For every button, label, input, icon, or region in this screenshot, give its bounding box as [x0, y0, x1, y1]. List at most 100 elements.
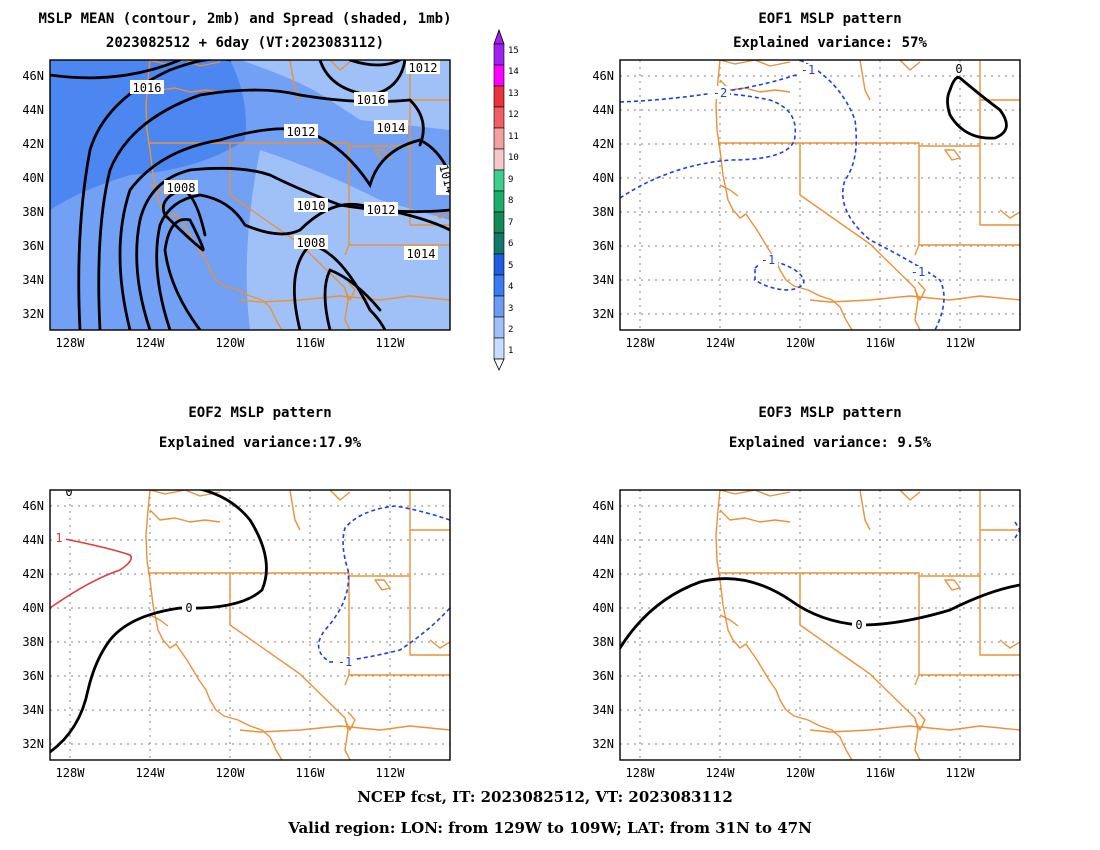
lat-label: 34N: [22, 703, 44, 717]
colorbar-swatch: [493, 43, 505, 66]
eof2-contour-labels: 0 1 -1 0: [52, 485, 354, 669]
mean-contour-labels: 1016 1012 1016 1014 1012 1008 1010 1012 …: [130, 60, 450, 261]
eof1-title-line2: Explained variance: 57%: [733, 35, 927, 51]
colorbar-label: 5: [508, 261, 513, 271]
colorbar-swatch: [493, 232, 505, 255]
contour-label: -1: [801, 63, 815, 77]
eof2-title-line2: Explained variance:17.9%: [159, 435, 362, 451]
colorbar-label: 4: [508, 282, 513, 292]
lat-label: 34N: [592, 703, 614, 717]
contour-label: 1010: [297, 199, 326, 213]
lat-label: 42N: [22, 567, 44, 581]
lat-label: 34N: [592, 273, 614, 287]
colorbar-swatch: [493, 190, 505, 213]
eof1-title-line1: EOF1 MSLP pattern: [758, 11, 901, 27]
contour-label: 1012: [367, 203, 396, 217]
colorbar-label: 11: [508, 132, 519, 142]
mean-title-line1: MSLP MEAN (contour, 2mb) and Spread (sha…: [38, 11, 451, 27]
lat-label: 36N: [22, 669, 44, 683]
panel-eof2: EOF2 MSLP pattern Explained variance:17.…: [22, 405, 451, 780]
lat-label: 40N: [22, 601, 44, 615]
colorbar-swatch: [493, 148, 505, 171]
eof1-lon-labels: 128W 124W 120W 116W 112W: [626, 336, 976, 350]
colorbar-swatch: [493, 106, 505, 129]
lat-label: 32N: [22, 307, 44, 321]
eof2-lon-labels: 128W 124W 120W 116W 112W: [56, 766, 406, 780]
eof3-lat-labels: 46N 44N 42N 40N 38N 36N 34N 32N: [592, 499, 614, 751]
colorbar-swatch: [493, 295, 505, 318]
contour-label: 1008: [297, 236, 326, 250]
lon-label: 112W: [376, 336, 406, 350]
lon-label: 124W: [706, 336, 736, 350]
colorbar-label: 7: [508, 218, 513, 228]
lat-label: 44N: [592, 533, 614, 547]
eof3-lon-labels: 128W 124W 120W 116W 112W: [626, 766, 976, 780]
lat-label: 32N: [22, 737, 44, 751]
colorbar-label: 10: [508, 153, 519, 163]
lon-label: 120W: [786, 336, 816, 350]
lat-label: 32N: [592, 307, 614, 321]
eof3-contour-labels: 0: [852, 618, 866, 632]
contour-label: 0: [65, 485, 72, 499]
lat-label: 46N: [22, 69, 44, 83]
colorbar-labels: 15 14 13 12 11 10 9 8 7 6 5 4 3 2 1: [508, 46, 519, 356]
lat-label: 46N: [592, 69, 614, 83]
eof1-lat-labels: 46N 44N 42N 40N 38N 36N 34N 32N: [592, 69, 614, 321]
lat-label: 40N: [592, 171, 614, 185]
contour-label: 0: [955, 62, 962, 76]
colorbar-label: 9: [508, 175, 513, 185]
lon-label: 116W: [296, 336, 326, 350]
lat-label: 38N: [592, 205, 614, 219]
spread-colorbar: 15 14 13 12 11 10 9 8 7 6 5 4 3 2 1: [493, 28, 519, 371]
lon-label: 116W: [866, 336, 896, 350]
lat-label: 46N: [592, 499, 614, 513]
colorbar-swatch: [493, 274, 505, 297]
lat-label: 36N: [22, 239, 44, 253]
eof3-title-line1: EOF3 MSLP pattern: [758, 405, 901, 421]
contour-label: 1016: [133, 81, 162, 95]
lat-label: 40N: [22, 171, 44, 185]
lat-label: 44N: [22, 533, 44, 547]
lon-label: 112W: [946, 336, 976, 350]
colorbar-swatch: [493, 64, 505, 87]
lon-label: 124W: [136, 336, 166, 350]
contour-label: 0: [855, 618, 862, 632]
contour-label: -1: [338, 655, 352, 669]
lat-label: 34N: [22, 273, 44, 287]
colorbar-swatch: [493, 127, 505, 150]
colorbar-swatch: [493, 253, 505, 276]
colorbar-label: 3: [508, 304, 513, 314]
lon-label: 120W: [786, 766, 816, 780]
footer-line2: Valid region: LON: from 129W to 109W; LA…: [287, 819, 812, 837]
lat-label: 32N: [592, 737, 614, 751]
panel-mean: MSLP MEAN (contour, 2mb) and Spread (sha…: [22, 11, 519, 371]
colorbar-label: 12: [508, 110, 519, 120]
contour-label: 1014: [377, 121, 406, 135]
colorbar-swatch: [493, 316, 505, 339]
panel-eof3: EOF3 MSLP pattern Explained variance: 9.…: [592, 405, 1021, 780]
lat-label: 44N: [22, 103, 44, 117]
mean-lat-labels: 46N 44N 42N 40N 38N 36N 34N 32N: [22, 69, 44, 321]
colorbar-swatch: [493, 85, 505, 108]
colorbar-label: 13: [508, 89, 519, 99]
lon-label: 120W: [216, 766, 246, 780]
lat-label: 42N: [592, 567, 614, 581]
lat-label: 36N: [592, 239, 614, 253]
colorbar-swatch: [493, 211, 505, 234]
lat-label: 44N: [592, 103, 614, 117]
eof3-title-line2: Explained variance: 9.5%: [729, 435, 932, 451]
footer-line1: NCEP fcst, IT: 2023082512, VT: 202308311…: [357, 788, 733, 806]
colorbar-label: 6: [508, 239, 513, 249]
lon-label: 128W: [626, 766, 656, 780]
contour-label: 1: [55, 531, 62, 545]
contour-label: -1: [911, 265, 925, 279]
lat-label: 40N: [592, 601, 614, 615]
lon-label: 124W: [706, 766, 736, 780]
colorbar-label: 8: [508, 196, 513, 206]
contour-label: 1012: [287, 125, 316, 139]
spread-shade-level1-east: [240, 60, 450, 330]
contour-label: 1012: [409, 61, 438, 75]
lat-label: 38N: [592, 635, 614, 649]
colorbar-label: 2: [508, 325, 513, 335]
